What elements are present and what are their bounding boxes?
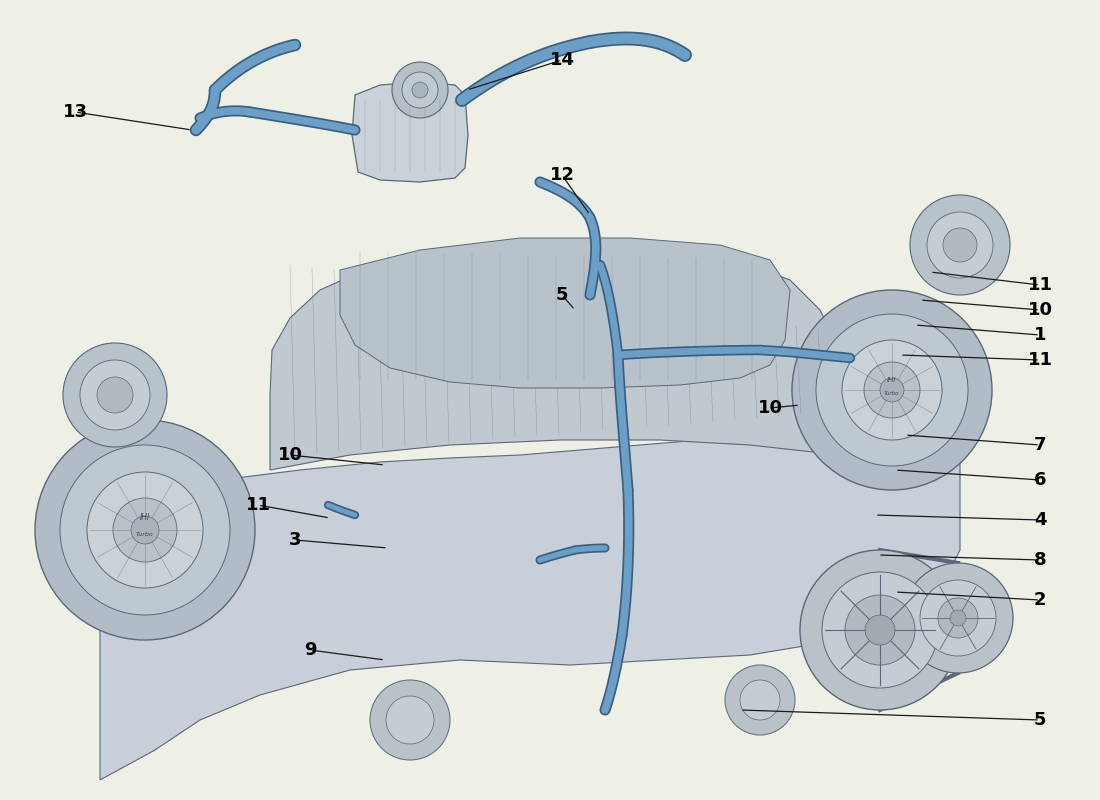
Circle shape bbox=[740, 680, 780, 720]
Text: 9: 9 bbox=[304, 641, 317, 659]
Text: 10: 10 bbox=[277, 446, 302, 464]
Circle shape bbox=[864, 362, 920, 418]
Polygon shape bbox=[100, 390, 960, 780]
Text: 8: 8 bbox=[1034, 551, 1046, 569]
Text: 2: 2 bbox=[1034, 591, 1046, 609]
Circle shape bbox=[392, 62, 448, 118]
Text: 10: 10 bbox=[758, 399, 782, 417]
Text: 5: 5 bbox=[1034, 711, 1046, 729]
Text: 13: 13 bbox=[63, 103, 88, 121]
Circle shape bbox=[800, 550, 960, 710]
Text: 5: 5 bbox=[556, 286, 569, 304]
Circle shape bbox=[80, 360, 150, 430]
Circle shape bbox=[386, 696, 434, 744]
Text: 4: 4 bbox=[1034, 511, 1046, 529]
Text: IHI: IHI bbox=[140, 513, 150, 522]
Polygon shape bbox=[340, 238, 790, 388]
Circle shape bbox=[60, 445, 230, 615]
Circle shape bbox=[725, 665, 795, 735]
Text: 7: 7 bbox=[1034, 436, 1046, 454]
Circle shape bbox=[402, 72, 438, 108]
Circle shape bbox=[113, 498, 177, 562]
Text: 11: 11 bbox=[1027, 351, 1053, 369]
Text: 10: 10 bbox=[1027, 301, 1053, 319]
Circle shape bbox=[370, 680, 450, 760]
Circle shape bbox=[412, 82, 428, 98]
Text: 12: 12 bbox=[550, 166, 574, 184]
Circle shape bbox=[63, 343, 167, 447]
Circle shape bbox=[880, 378, 904, 402]
Text: Turbo: Turbo bbox=[136, 532, 154, 537]
Text: 1: 1 bbox=[1034, 326, 1046, 344]
Circle shape bbox=[822, 572, 938, 688]
Circle shape bbox=[816, 314, 968, 466]
Circle shape bbox=[131, 516, 160, 544]
Circle shape bbox=[910, 195, 1010, 295]
Circle shape bbox=[792, 290, 992, 490]
Circle shape bbox=[927, 212, 993, 278]
Circle shape bbox=[920, 580, 996, 656]
Text: Turbo: Turbo bbox=[884, 391, 900, 396]
Circle shape bbox=[903, 563, 1013, 673]
Circle shape bbox=[950, 610, 966, 626]
Circle shape bbox=[938, 598, 978, 638]
Text: 14: 14 bbox=[550, 51, 574, 69]
Text: 11: 11 bbox=[1027, 276, 1053, 294]
Circle shape bbox=[35, 420, 255, 640]
Text: 6: 6 bbox=[1034, 471, 1046, 489]
Circle shape bbox=[842, 340, 942, 440]
Text: 3: 3 bbox=[288, 531, 301, 549]
Polygon shape bbox=[352, 82, 468, 182]
Circle shape bbox=[943, 228, 977, 262]
Circle shape bbox=[97, 377, 133, 413]
Polygon shape bbox=[270, 250, 840, 470]
Circle shape bbox=[87, 472, 204, 588]
Circle shape bbox=[845, 595, 915, 665]
Text: 11: 11 bbox=[245, 496, 271, 514]
Circle shape bbox=[865, 615, 895, 645]
Text: IHI: IHI bbox=[888, 377, 896, 383]
